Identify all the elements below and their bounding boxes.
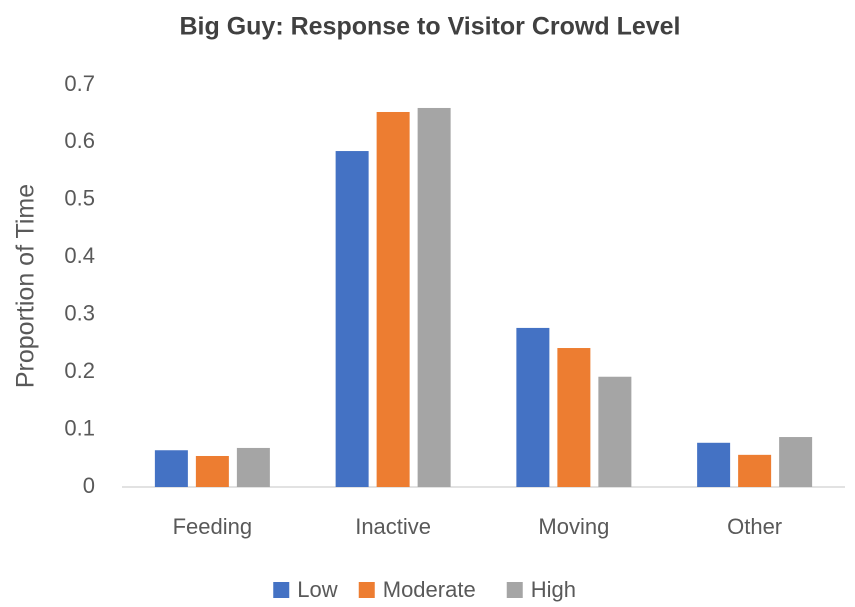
x-tick-label: Moving	[538, 514, 609, 539]
y-tick-label: 0.6	[64, 128, 95, 153]
bar	[557, 348, 591, 487]
y-axis-title: Proportion of Time	[12, 184, 40, 388]
y-tick-label: 0	[83, 473, 95, 498]
y-tick-label: 0.7	[64, 71, 95, 96]
bar	[236, 447, 270, 487]
legend-swatch	[358, 582, 375, 598]
bar	[154, 450, 188, 487]
y-tick-label: 0.3	[64, 301, 95, 326]
bar	[195, 455, 229, 487]
y-tick-label: 0.2	[64, 358, 95, 383]
bar	[516, 327, 550, 487]
y-tick-label: 0.1	[64, 415, 95, 440]
bar	[376, 111, 410, 488]
bar	[779, 437, 813, 487]
legend-swatch	[273, 582, 290, 598]
legend-swatch	[506, 582, 523, 598]
bar	[598, 376, 632, 487]
bar	[738, 454, 772, 487]
bar	[335, 151, 369, 488]
legend-label: Moderate	[383, 577, 476, 602]
legend-label: Low	[297, 577, 337, 602]
y-tick-label: 0.5	[64, 186, 95, 211]
x-tick-label: Inactive	[355, 514, 431, 539]
y-tick-label: 0.4	[64, 243, 95, 268]
bar	[697, 442, 731, 487]
legend-label: High	[531, 577, 576, 602]
chart-title: Big Guy: Response to Visitor Crowd Level	[179, 13, 680, 41]
bar	[417, 107, 451, 487]
x-tick-label: Feeding	[173, 514, 253, 539]
x-tick-label: Other	[727, 514, 782, 539]
